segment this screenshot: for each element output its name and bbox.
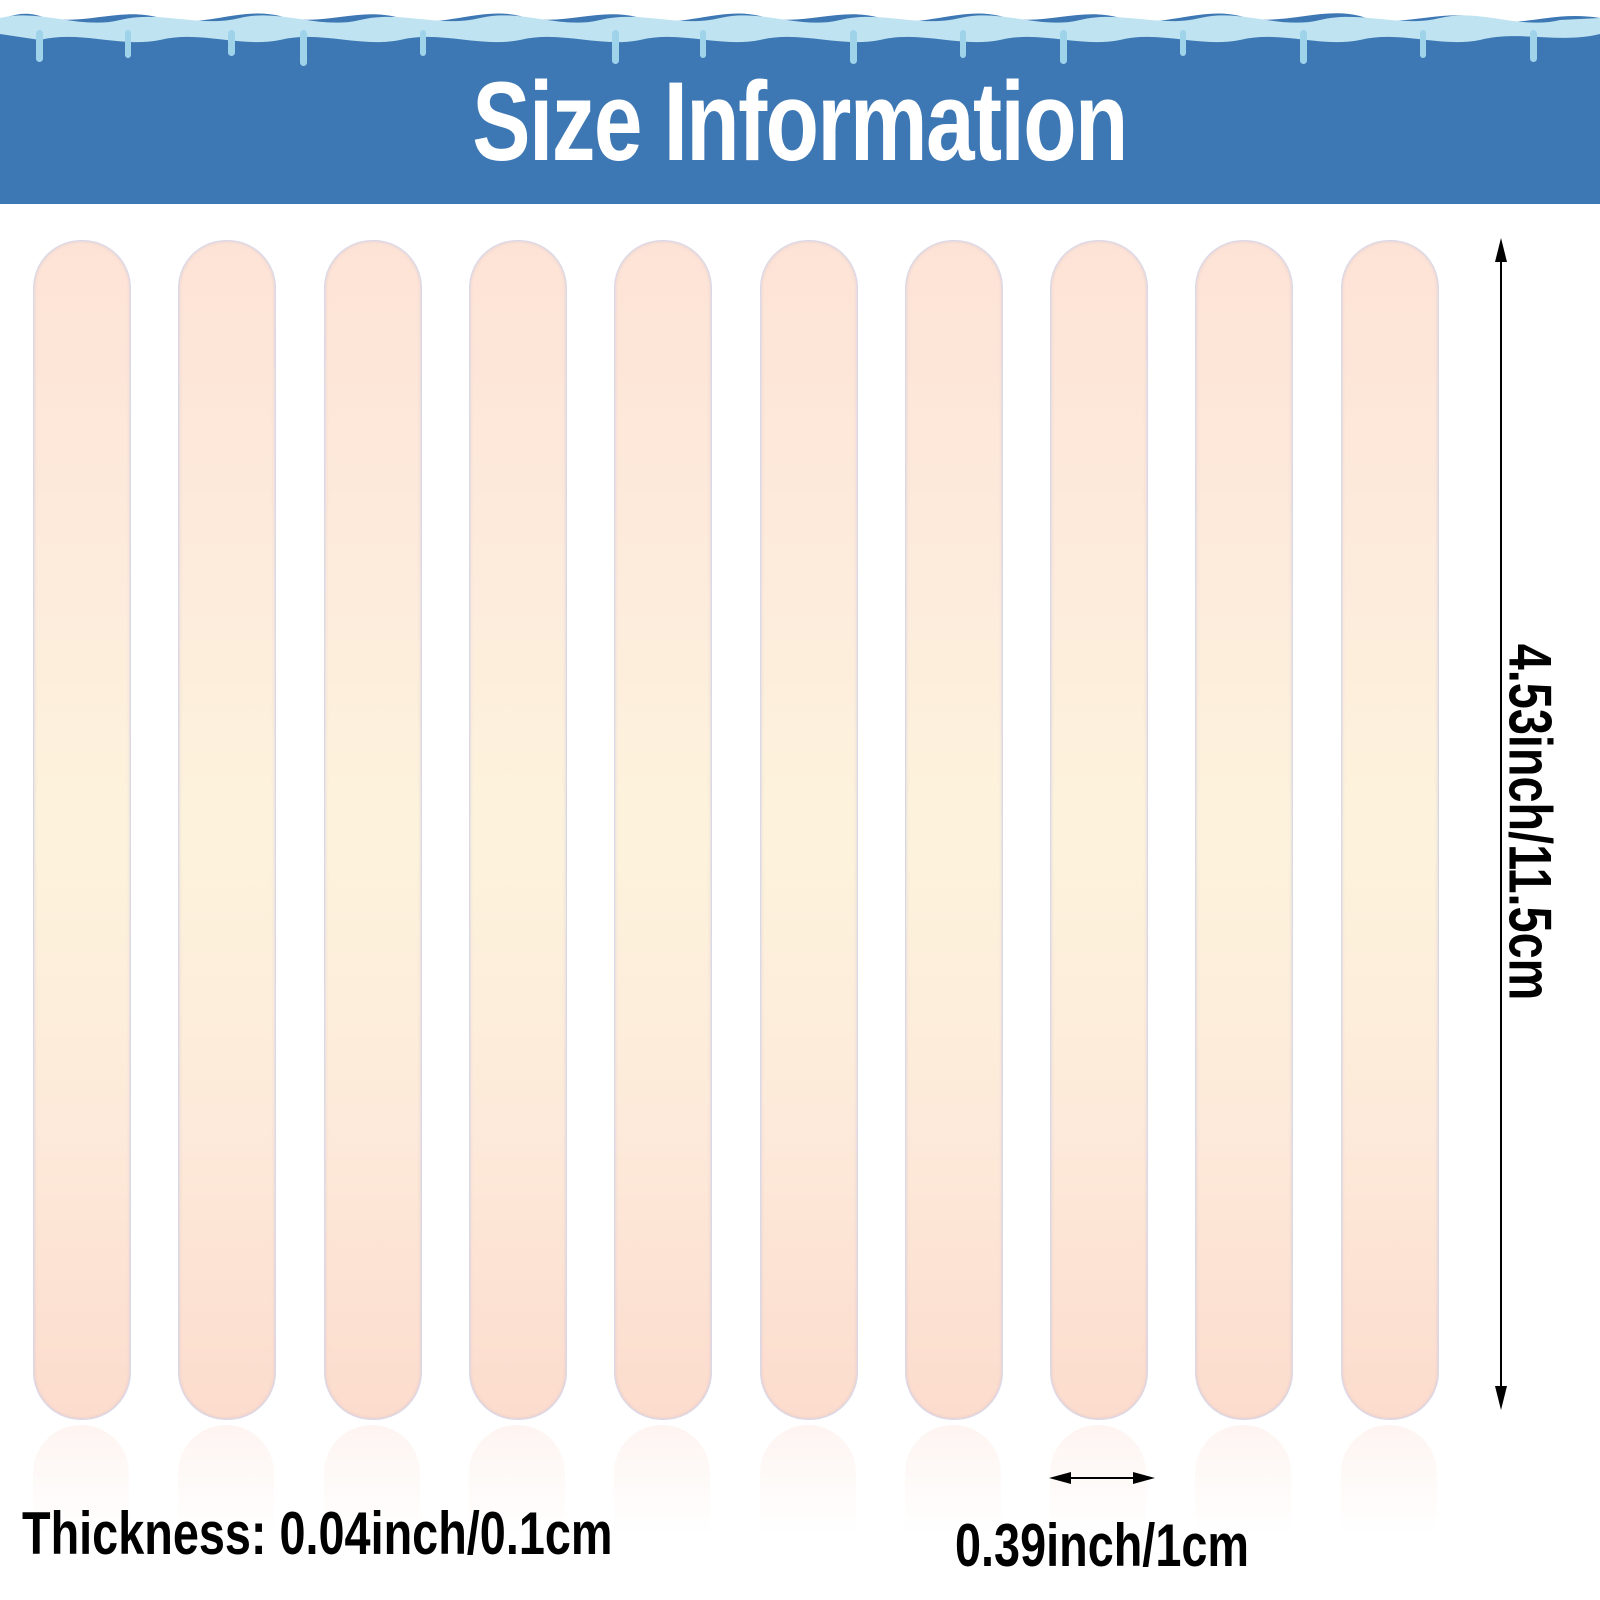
icicle-decoration — [0, 0, 1600, 66]
stick-reflection — [614, 1425, 711, 1535]
acrylic-stick — [904, 240, 1003, 1420]
acrylic-stick — [33, 240, 131, 1420]
stick-reflection — [904, 1425, 1001, 1535]
width-label: 0.39inch/1cm — [955, 1512, 1249, 1579]
acrylic-stick — [468, 240, 567, 1420]
acrylic-stick — [759, 240, 858, 1420]
length-label: 4.53inch/11.5cm — [1496, 643, 1564, 1001]
thickness-label: Thickness: 0.04inch/0.1cm — [22, 1500, 613, 1567]
stick-reflection — [323, 1425, 420, 1535]
acrylic-stick — [323, 240, 422, 1420]
page-title: Size Information — [472, 59, 1129, 184]
stick-reflection — [1195, 1425, 1292, 1535]
acrylic-stick — [1340, 240, 1439, 1420]
header-banner: Size Information — [0, 0, 1600, 204]
stick-reflection — [1340, 1425, 1437, 1535]
stick-reflection — [759, 1425, 856, 1535]
stick-reflection — [178, 1425, 275, 1535]
acrylic-stick — [614, 240, 713, 1420]
stick-reflection — [468, 1425, 565, 1535]
width-arrow — [1049, 1472, 1155, 1484]
acrylic-stick — [178, 240, 277, 1420]
acrylic-stick — [1195, 240, 1294, 1420]
length-arrow — [1495, 238, 1507, 1410]
stick-reflection — [33, 1425, 129, 1535]
acrylic-stick — [1050, 240, 1149, 1420]
